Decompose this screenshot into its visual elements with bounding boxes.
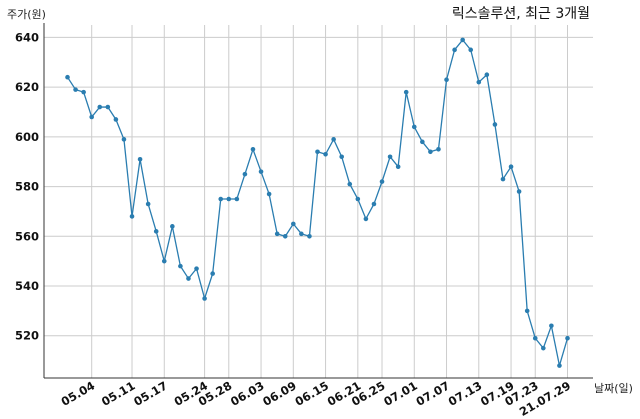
- data-point: [476, 79, 482, 85]
- x-tick-label: 05.17: [131, 378, 170, 408]
- data-point: [266, 191, 272, 197]
- price-points: [65, 37, 570, 368]
- data-point: [420, 139, 425, 145]
- data-point: [492, 122, 498, 127]
- data-point: [508, 164, 514, 169]
- data-point: [258, 169, 264, 174]
- data-point: [379, 179, 385, 184]
- axes: [43, 23, 593, 379]
- data-point: [202, 296, 207, 301]
- y-tick-label: 540: [15, 279, 39, 293]
- data-point: [452, 47, 457, 53]
- data-point: [170, 224, 175, 229]
- data-point: [323, 151, 328, 157]
- x-tick-label: 07.07: [414, 378, 453, 408]
- data-point: [403, 89, 409, 95]
- data-point: [524, 308, 530, 314]
- y-tick-label: 600: [15, 130, 39, 144]
- data-point: [565, 335, 570, 341]
- data-point: [113, 117, 119, 122]
- data-point: [226, 196, 232, 202]
- data-point: [89, 114, 94, 120]
- data-point: [484, 72, 490, 78]
- data-point: [97, 104, 103, 110]
- data-point: [65, 74, 70, 80]
- data-point: [81, 89, 86, 95]
- y-tick-label: 560: [15, 229, 39, 243]
- data-point: [242, 171, 248, 177]
- data-point: [105, 104, 111, 110]
- y-tick-label: 640: [15, 30, 39, 44]
- x-tick-label: 06.03: [228, 378, 267, 408]
- data-point: [516, 189, 522, 194]
- data-point: [210, 271, 215, 276]
- data-point: [299, 231, 304, 237]
- data-point: [541, 345, 546, 351]
- data-point: [532, 335, 538, 341]
- data-point: [274, 231, 280, 237]
- data-point: [218, 196, 224, 202]
- data-point: [315, 149, 320, 155]
- data-point: [347, 181, 353, 187]
- y-tick-label: 620: [15, 80, 39, 94]
- data-point: [411, 124, 417, 130]
- data-point: [387, 154, 393, 160]
- data-point: [363, 216, 369, 222]
- data-point: [331, 137, 336, 142]
- data-point: [468, 47, 474, 53]
- data-point: [371, 201, 377, 207]
- data-point: [153, 229, 159, 234]
- data-point: [73, 87, 78, 92]
- data-point: [137, 156, 143, 162]
- grid-lines: [44, 25, 593, 378]
- data-point: [395, 164, 401, 169]
- y-tick-label: 580: [15, 180, 39, 194]
- data-point: [436, 147, 441, 152]
- x-tick-label: 06.15: [293, 378, 332, 408]
- data-point: [250, 147, 256, 152]
- data-point: [178, 263, 183, 269]
- data-point: [500, 176, 506, 182]
- data-point: [234, 196, 240, 202]
- data-point: [194, 266, 199, 271]
- data-point: [307, 234, 312, 239]
- x-tick-label: 07.13: [446, 378, 485, 408]
- data-point: [282, 234, 288, 239]
- x-axis-label: 날짜(일): [594, 381, 633, 395]
- data-point: [460, 37, 465, 43]
- x-tick-label: 06.09: [260, 378, 299, 408]
- x-tick-label: 05.04: [59, 378, 98, 408]
- data-point: [161, 258, 167, 264]
- price-line: [66, 38, 569, 366]
- data-point: [339, 154, 344, 160]
- x-tick-label: 05.11: [99, 378, 138, 408]
- data-point: [355, 196, 361, 202]
- y-axis-label: 주가(원): [7, 8, 46, 21]
- x-tick-label: 07.01: [381, 378, 420, 408]
- data-point: [186, 276, 191, 281]
- data-point: [557, 363, 562, 368]
- data-point: [291, 221, 296, 227]
- data-point: [428, 149, 433, 155]
- data-point: [121, 137, 127, 142]
- data-point: [129, 214, 135, 219]
- chart-title: 릭스솔루션, 최근 3개월: [452, 6, 590, 22]
- data-point: [549, 323, 554, 329]
- data-point: [444, 77, 449, 82]
- y-axis-ticks: 520 540 560 580 600 620 640: [15, 30, 39, 342]
- data-point: [145, 201, 151, 207]
- y-tick-label: 520: [15, 329, 39, 343]
